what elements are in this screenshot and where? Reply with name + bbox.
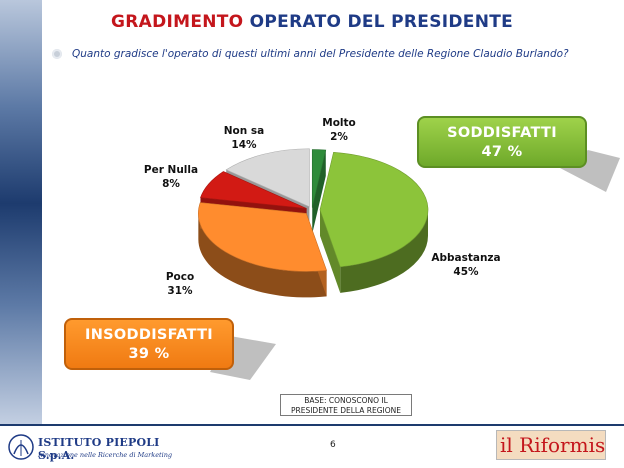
slice-value: 45%: [453, 266, 479, 278]
pie-side-abbastanza: [340, 209, 428, 293]
slice-label-poco: Poco 31%: [150, 270, 210, 298]
slice-label-per-nulla: Per Nulla 8%: [136, 163, 206, 191]
slice-name: Poco: [165, 271, 195, 283]
group-name: INSODDISFATTI: [85, 327, 213, 343]
pie-wall-molto: [312, 150, 326, 234]
slice-name: Non sa: [223, 125, 265, 137]
pie-slice-molto: [311, 149, 327, 208]
base-note-line-1: BASE: CONOSCONO IL: [304, 396, 388, 405]
bullet-icon: [52, 49, 62, 59]
pie-wall-abbastanza: [319, 209, 341, 293]
page-number: 6: [330, 440, 336, 450]
pie-slice-per-nulla: [200, 171, 307, 209]
piepoli-emblem-icon: [8, 434, 34, 460]
pie-slice-poco: [198, 202, 327, 272]
slice-name: Abbastanza: [431, 252, 501, 264]
slice-value: 14%: [231, 139, 257, 151]
pie-slice-abbastanza: [319, 151, 429, 268]
il-riformista-logo: il Riformista: [496, 430, 606, 460]
slice-value: 2%: [330, 131, 348, 143]
group-value: 39 %: [128, 346, 170, 362]
slice-name: Molto: [322, 117, 356, 129]
page-title: GRADIMENTO OPERATO DEL PRESIDENTE: [0, 12, 624, 32]
survey-question: Quanto gradisce l'operato di questi ulti…: [72, 48, 569, 60]
istituto-piepoli-logo: ISTITUTO PIEPOLI S.p.A. Innovazione nell…: [8, 430, 198, 464]
group-value: 47 %: [481, 144, 523, 160]
footer-divider: [0, 424, 624, 426]
slice-value: 31%: [167, 285, 193, 297]
satisfied-group-box: SODDISFATTI 47 %: [417, 116, 587, 168]
slice-name: Per Nulla: [143, 164, 199, 176]
base-note: BASE: CONOSCONO IL PRESIDENTE DELLA REGI…: [280, 394, 412, 416]
side-band: [0, 0, 42, 424]
slice-label-non-sa: Non sa 14%: [214, 124, 274, 152]
title-part-1: GRADIMENTO: [110, 12, 244, 32]
pie-side-poco: [198, 213, 327, 298]
title-part-2: OPERATO DEL PRESIDENTE: [249, 12, 514, 32]
pie-slice-non-sa: [225, 148, 310, 208]
slice-label-abbastanza: Abbastanza 45%: [428, 251, 504, 279]
slice-value: 8%: [162, 178, 180, 190]
logo-name: ISTITUTO PIEPOLI S.p.A.: [38, 436, 160, 462]
dissatisfied-group-box: INSODDISFATTI 39 %: [64, 318, 234, 370]
logo-tagline: Innovazione nelle Ricerche di Marketing: [38, 451, 173, 459]
group-name: SODDISFATTI: [447, 125, 557, 141]
slice-label-molto: Molto 2%: [316, 116, 362, 144]
base-note-line-2: PRESIDENTE DELLA REGIONE: [290, 406, 402, 415]
